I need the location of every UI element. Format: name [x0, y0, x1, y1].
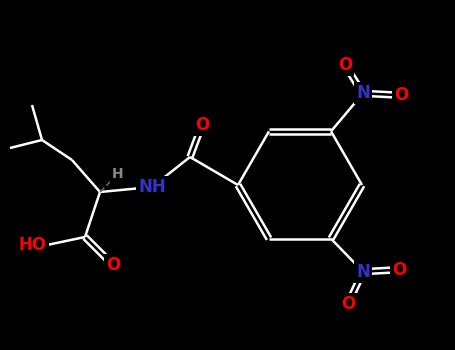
Text: O: O	[338, 56, 352, 74]
Text: HO: HO	[19, 236, 47, 254]
Text: O: O	[392, 261, 406, 279]
Text: NH: NH	[138, 178, 166, 196]
Text: O: O	[195, 116, 209, 134]
Text: O: O	[394, 86, 408, 104]
Text: N: N	[356, 84, 370, 102]
Text: N: N	[356, 263, 370, 281]
Text: O: O	[341, 295, 355, 313]
Text: H: H	[112, 167, 124, 181]
Text: O: O	[106, 256, 120, 274]
